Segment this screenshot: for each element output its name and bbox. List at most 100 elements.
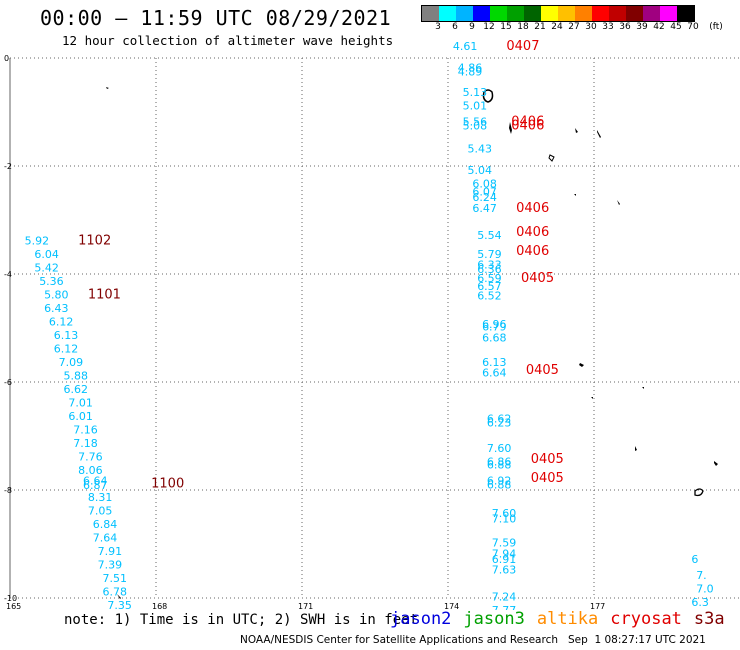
swh-label: 7.24 (492, 591, 517, 604)
swh-value-labels: 5.926.045.425.365.806.436.126.136.127.09… (25, 40, 716, 610)
swh-label: 6.64 (482, 367, 507, 380)
swh-label: 6.88 (487, 478, 512, 491)
swh-label: 7.77 (492, 604, 517, 610)
swh-label: 5.54 (477, 229, 502, 242)
colorbar-label: 42 (653, 22, 665, 32)
swh-label: 6.92 (487, 475, 512, 488)
swh-label: 8.06 (78, 464, 103, 477)
swh-label: 7.10 (492, 512, 517, 525)
colorbar-swatch (439, 6, 456, 21)
colorbar-swatch (456, 6, 473, 21)
swh-label: 6.36 (477, 263, 502, 276)
swh-label: 6.86 (487, 456, 512, 469)
swh-label: 5.80 (44, 288, 69, 301)
colorbar-swatch (592, 6, 609, 21)
swh-label: 4.89 (458, 65, 483, 78)
swh-label: 6.84 (93, 518, 118, 531)
colorbar-label: 70 (687, 22, 699, 32)
colorbar-label: 12 (483, 22, 495, 32)
swh-label: 7.01 (68, 396, 93, 409)
y-tick-label: -6 (4, 378, 12, 387)
colorbar-label: 30 (585, 22, 597, 32)
swh-label: 6.01 (68, 410, 93, 423)
pass-label: 0405 (531, 452, 564, 467)
x-tick-label: 177 (590, 602, 605, 610)
swh-label: 7.59 (492, 537, 517, 550)
swh-label: 6.47 (472, 202, 497, 215)
swh-label: 6.13 (482, 356, 507, 369)
swh-label: 5.79 (477, 248, 502, 261)
swh-label: 6.68 (482, 332, 507, 345)
swh-label: 6.59 (477, 272, 502, 285)
y-tick-label: -2 (4, 162, 12, 171)
x-tick-label: 171 (298, 602, 313, 610)
swh-label: 7.51 (102, 572, 127, 585)
swh-label: 7.76 (78, 450, 103, 463)
swh-label: 6.04 (34, 248, 59, 261)
colorbar-label: 6 (452, 22, 458, 32)
legend-cryosat: cryosat (610, 609, 682, 629)
pass-label: 0405 (526, 363, 559, 378)
swh-label: 6.87 (83, 479, 108, 492)
swh-label: 5.36 (39, 275, 64, 288)
swh-label: 6.08 (472, 178, 497, 191)
swh-label: 5.13 (463, 86, 488, 99)
y-tick-label: -10 (4, 594, 17, 603)
colorbar-swatch (677, 6, 694, 21)
swh-label: 6.33 (477, 259, 502, 272)
swh-label: 6.64 (83, 475, 108, 488)
swh-label: 7.35 (107, 599, 132, 610)
swh-label: 6.57 (477, 280, 502, 293)
swh-label: 6.43 (44, 302, 69, 315)
swh-label: 7.39 (98, 558, 123, 571)
pass-label: 0407 (506, 39, 539, 54)
swh-label: 6.79 (482, 321, 507, 334)
colorbar-swatch (626, 6, 643, 21)
legend-s3a: s3a (693, 609, 725, 629)
colorbar-label: 33 (602, 22, 614, 32)
swh-label: 5.04 (467, 164, 492, 177)
pass-label: 0406 (516, 201, 549, 216)
swh-label: 4.61 (453, 40, 478, 53)
colorbar-label: 3 (435, 22, 441, 32)
colorbar-label: 24 (551, 22, 563, 32)
pass-label: 1102 (78, 233, 111, 248)
swh-label: 7. (696, 569, 707, 582)
pass-label: 0406 (511, 115, 544, 130)
swh-label: 6 (691, 553, 698, 566)
swh-label: 6.91 (492, 553, 517, 566)
swh-label: 7.91 (98, 545, 123, 558)
colorbar-label: 27 (568, 22, 580, 32)
pass-label: 1100 (151, 476, 184, 491)
colorbar-swatch (609, 6, 626, 21)
swh-label: 6.78 (102, 585, 127, 598)
pass-label: 0406 (516, 225, 549, 240)
chart-title: 00:00 – 11:59 UTC 08/29/2021 (40, 6, 392, 30)
colorbar-swatch (660, 6, 677, 21)
colorbar (421, 5, 695, 22)
swh-label: 6.96 (482, 318, 507, 331)
colorbar-swatch (422, 6, 439, 21)
legend-jason3: jason3 (463, 609, 525, 629)
satellite-legend: jason2 jason3 altika cryosat s3a (390, 609, 737, 629)
colorbar-swatch (507, 6, 524, 21)
swh-label: 7.94 (492, 548, 517, 561)
colorbar-labels: 3 6 9 12 15 18 21 24 27 30 33 36 39 42 45 70 (ft) (421, 22, 740, 36)
swh-label: 6.12 (54, 342, 79, 355)
colorbar-label: 36 (619, 22, 631, 32)
swh-label: 6.52 (477, 289, 502, 302)
colorbar-swatch (643, 6, 660, 21)
colorbar-label: 9 (469, 22, 475, 32)
legend-altika: altika (536, 609, 599, 629)
pass-label: 1101 (88, 287, 121, 302)
swh-label: 6.23 (487, 416, 512, 429)
x-tick-label: 174 (444, 602, 459, 610)
swh-label: 5.43 (467, 143, 492, 156)
swh-label: 5.56 (463, 116, 488, 129)
pass-label: 0406 (511, 118, 544, 133)
x-tick-label: 165 (6, 602, 21, 610)
swh-label: 7.64 (93, 531, 118, 544)
swh-label: 5.01 (463, 99, 488, 112)
